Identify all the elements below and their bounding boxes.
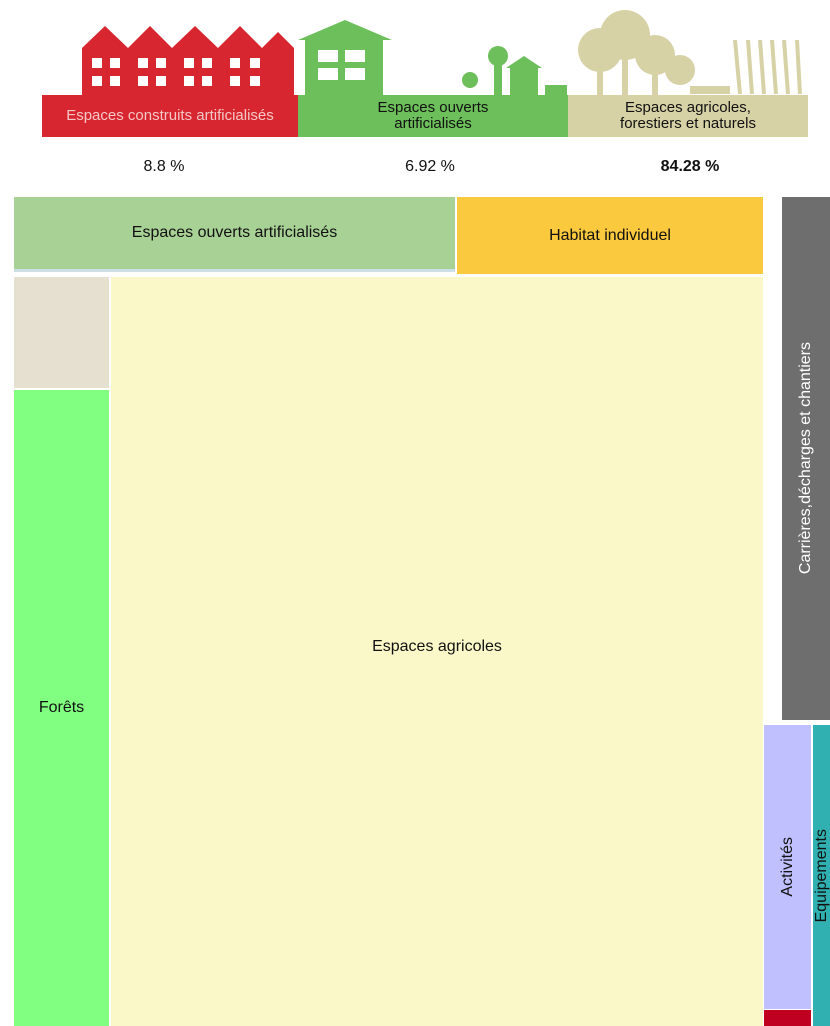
category-share: 84.28 % [590, 158, 790, 176]
tile: Equipements [813, 725, 830, 1026]
tile-label: Activités [779, 837, 797, 897]
tile: Carrières,décharges et chantiers [782, 197, 830, 720]
category-band: Espaces ouverts artificialisés [298, 95, 568, 137]
trees-icon [578, 10, 800, 96]
category-band: Espaces agricoles, forestiers et naturel… [568, 95, 808, 137]
tile: Habitat individuel [457, 197, 763, 274]
tile: Espaces agricoles [111, 277, 763, 1026]
tile: Activités [764, 725, 811, 1009]
tile [14, 277, 109, 388]
page: {"header": {"categories": [ {"label": "E… [0, 0, 830, 1026]
tile: Forêts [14, 390, 109, 1026]
tile: Espaces ouverts artificialisés [14, 197, 455, 272]
category-band: Espaces construits artificialisés [42, 95, 298, 137]
category-share: 6.92 % [330, 158, 530, 176]
tile [764, 1010, 811, 1026]
tile-label: Equipements [813, 829, 830, 922]
category-share: 8.8 % [64, 158, 264, 176]
tile-label: Carrières,décharges et chantiers [797, 342, 815, 574]
green-house-icon [298, 20, 567, 95]
